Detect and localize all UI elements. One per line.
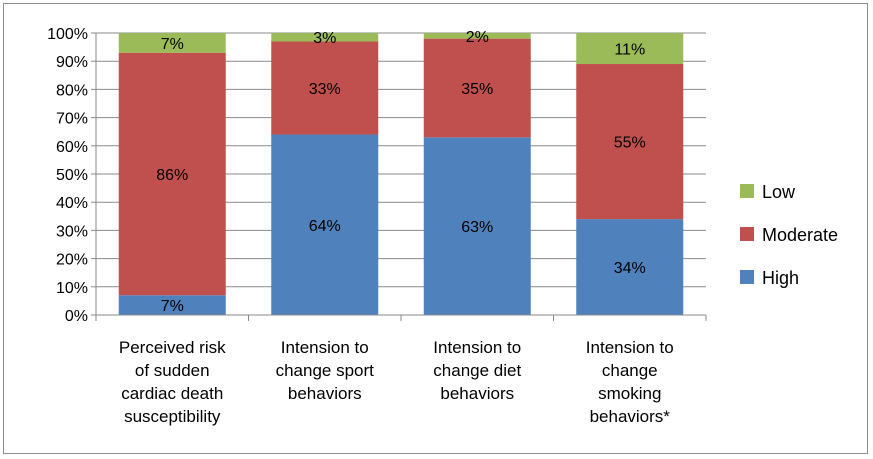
axes: 0% 10% 20% 30% 40% 50% 60% 70% 80% 90% 100% Perceiv… [47, 26, 707, 426]
data-label-moderate-3: 35% [461, 81, 493, 98]
legend: Low Moderate High [740, 182, 838, 288]
y-tick-label: 50% [56, 167, 88, 184]
y-tick-label: 80% [56, 82, 88, 99]
data-label-moderate-2: 33% [309, 81, 341, 98]
data-label-low-3: 2% [466, 29, 489, 46]
legend-label-high: High [762, 268, 799, 288]
bar-low-3 [423, 33, 531, 39]
data-label-high-1: 7% [161, 298, 184, 315]
data-label-moderate-4: 55% [614, 135, 646, 152]
x-category-label-line: of sudden [135, 361, 210, 380]
x-category-label-line: Perceived risk [119, 338, 226, 357]
x-category-label-line: change diet [433, 361, 521, 380]
x-category-label: Perceived risk of sudden cardiac death susc… [119, 338, 226, 426]
legend-label-low: Low [762, 182, 796, 202]
y-tick-label: 40% [56, 195, 88, 212]
x-category-label-line: behaviors [440, 384, 514, 403]
x-category-label-line: behaviors* [590, 407, 671, 426]
x-category-label-line: Intension to [281, 338, 369, 357]
bar-low-1 [118, 33, 226, 53]
bar-moderate-4 [576, 64, 684, 220]
x-category-label: Intension to change smoking behaviors* [586, 338, 674, 426]
data-label-low-4: 11% [614, 42, 645, 59]
legend-swatch-low [740, 184, 754, 198]
x-category-label-line: change [602, 361, 658, 380]
x-category-label-line: cardiac death [121, 384, 223, 403]
bar-low-2 [271, 33, 379, 42]
data-labels: 7% 86% 7% 64% 33% 3% 63% 35% 2% 34% 55% 11% [156, 29, 646, 315]
y-tick-label: 60% [56, 139, 88, 156]
bar-high-4 [576, 219, 684, 315]
bar-high-3 [423, 137, 531, 315]
y-tick-label: 30% [56, 223, 88, 240]
bar-moderate-3 [423, 38, 531, 138]
x-category-label: Intension to change sport behaviors [276, 338, 375, 403]
legend-swatch-high [740, 270, 754, 284]
data-label-high-2: 64% [309, 218, 341, 235]
bars [118, 33, 684, 315]
x-category-label-line: susceptibility [124, 407, 221, 426]
bar-high-2 [271, 134, 379, 315]
x-category-label-line: change sport [276, 361, 375, 380]
data-label-moderate-1: 86% [156, 167, 188, 184]
y-tick-label: 0% [65, 308, 88, 325]
x-category-label-line: behaviors [288, 384, 362, 403]
y-tick-label: 90% [56, 54, 88, 71]
legend-swatch-moderate [740, 227, 754, 241]
y-tick-label: 20% [56, 252, 88, 269]
y-tick-label: 70% [56, 111, 88, 128]
x-category-label: Intension to change diet behaviors [433, 338, 521, 403]
bar-moderate-1 [118, 52, 226, 296]
bar-moderate-2 [271, 41, 379, 135]
data-label-high-3: 63% [461, 219, 493, 236]
data-label-low-2: 3% [313, 30, 336, 47]
legend-label-moderate: Moderate [762, 225, 838, 245]
x-category-label-line: Intension to [586, 338, 674, 357]
bar-high-1 [118, 295, 226, 315]
x-category-label-line: Intension to [433, 338, 521, 357]
data-label-high-4: 34% [614, 260, 646, 277]
data-label-low-1: 7% [161, 36, 184, 53]
x-category-label-line: smoking [598, 384, 661, 403]
y-tick-label: 100% [47, 26, 88, 43]
bar-low-4 [576, 33, 684, 65]
y-tick-label: 10% [56, 280, 88, 297]
